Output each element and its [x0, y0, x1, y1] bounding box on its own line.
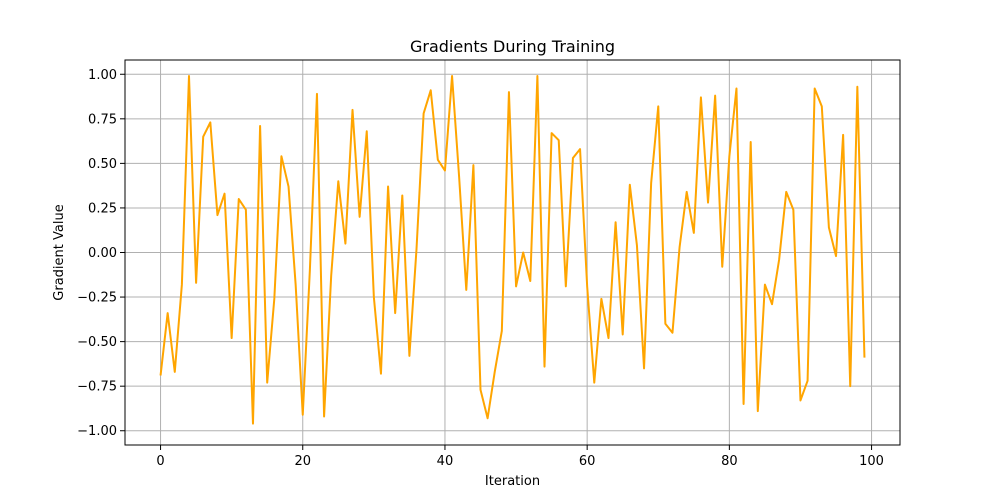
y-tick-label: 0.00: [88, 246, 117, 261]
y-tick-label: −0.75: [77, 380, 117, 395]
x-tick-label: 40: [437, 454, 454, 469]
chart-title: Gradients During Training: [410, 37, 615, 56]
y-tick-label: −1.00: [77, 424, 117, 439]
series-layer: [159, 75, 866, 425]
y-tick-label: −0.50: [77, 335, 117, 350]
x-tick-label: 100: [859, 454, 884, 469]
y-tick-label: 1.00: [88, 68, 117, 83]
x-tick-label: 0: [156, 454, 164, 469]
y-axis-label: Gradient Value: [52, 204, 67, 300]
y-tick-label: −0.25: [77, 291, 117, 306]
x-axis-label: Iteration: [485, 474, 540, 489]
x-tick-label: 60: [579, 454, 596, 469]
y-tick-label: 0.25: [88, 201, 117, 216]
axis-ticks: 0 20 40 60 80 100 −1.00 −0.75 −0.50 −0.25 0.00 0.25…: [77, 68, 884, 469]
y-tick-label: 0.75: [88, 112, 117, 127]
x-tick-label: 80: [721, 454, 738, 469]
gradient-series-line: [159, 75, 866, 425]
x-tick-label: 20: [294, 454, 311, 469]
y-tick-label: 0.50: [88, 157, 117, 172]
